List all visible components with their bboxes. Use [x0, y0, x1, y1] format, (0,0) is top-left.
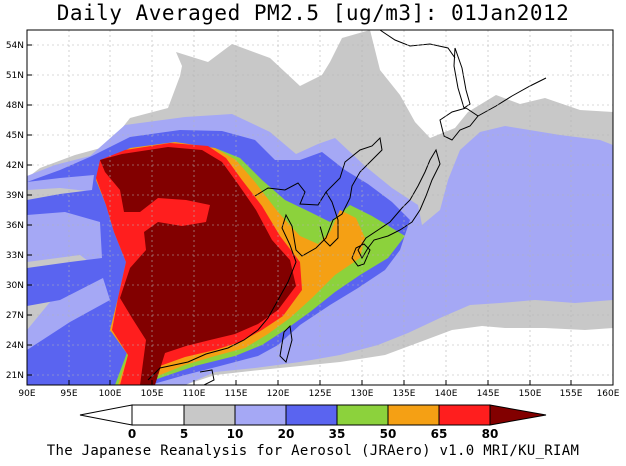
lon-label: 120E: [267, 389, 290, 399]
colorbar-min-arrow: [79, 404, 133, 426]
coast-korea: [319, 191, 339, 247]
concentration-fields: [27, 30, 613, 385]
colorbar-swatch: [438, 404, 491, 426]
coast-sakhalin: [453, 47, 471, 109]
colorbar-label: 80: [482, 427, 499, 441]
lon-label: 150E: [519, 389, 542, 399]
colorbar-label: 35: [329, 427, 346, 441]
lat-label: 42N: [6, 161, 24, 171]
coast-kurils: [477, 77, 547, 117]
lat-label: 48N: [6, 101, 24, 111]
lat-label: 54N: [6, 41, 24, 51]
lat-label: 36N: [6, 221, 24, 231]
colorbar-label: 65: [431, 427, 448, 441]
pm25-level-80-plus: [100, 147, 296, 385]
coast-kyushu: [351, 243, 371, 267]
colorbar-swatch: [387, 404, 440, 426]
colorbar-swatch: [336, 404, 389, 426]
lon-label: 110E: [183, 389, 206, 399]
lat-label: 24N: [6, 341, 24, 351]
longitude-labels: 90E 95E 100E 105E 110E 115E 120E 125E 13…: [18, 389, 619, 399]
lat-label: 51N: [6, 71, 24, 81]
lat-label: 45N: [6, 131, 24, 141]
credit-line: The Japanese Reanalysis for Aerosol (JRA…: [46, 443, 580, 459]
coast-gulf-of-okhotsk: [379, 30, 456, 59]
colorbar-swatch: [285, 404, 338, 426]
lat-label: 30N: [6, 281, 24, 291]
coast-hokkaido: [439, 107, 479, 141]
lon-label: 115E: [225, 389, 248, 399]
lon-label: 105E: [141, 389, 164, 399]
lat-label: 27N: [6, 311, 24, 321]
colorbar-label: 5: [180, 427, 188, 441]
graticule: [27, 30, 613, 385]
colorbar-label: 10: [227, 427, 244, 441]
colorbar-swatch: [183, 404, 236, 426]
colorbar-label: 0: [128, 427, 136, 441]
tick-marks: [26, 44, 614, 385]
lon-label: 135E: [393, 389, 416, 399]
lon-label: 125E: [309, 389, 332, 399]
latitude-labels: 21N 24N 27N 30N 33N 36N 39N 42N 45N 48N …: [6, 41, 24, 381]
lon-label: 155E: [560, 389, 583, 399]
lon-label: 95E: [60, 389, 77, 399]
lon-label: 160E: [597, 389, 620, 399]
coastlines: [147, 30, 547, 385]
lat-label: 21N: [6, 371, 24, 381]
lat-label: 33N: [6, 251, 24, 261]
lon-label: 90E: [18, 389, 35, 399]
colorbar-max-arrow: [489, 404, 547, 426]
colorbar: 0 5 10 20 35 50 65 80: [79, 404, 547, 441]
lon-label: 100E: [99, 389, 122, 399]
coast-taiwan: [279, 324, 293, 363]
lat-label: 39N: [6, 191, 24, 201]
coast-honshu: [357, 148, 441, 260]
map-title: Daily Averaged PM2.5 [ug/m3]: 01Jan2012: [56, 1, 570, 25]
colorbar-swatch: [131, 404, 185, 426]
lon-label: 140E: [435, 389, 458, 399]
colorbar-swatch: [234, 404, 287, 426]
colorbar-label: 20: [278, 427, 295, 441]
lon-label: 145E: [477, 389, 500, 399]
colorbar-label: 50: [380, 427, 397, 441]
coast-mainland: [147, 136, 383, 381]
lon-label: 130E: [351, 389, 374, 399]
